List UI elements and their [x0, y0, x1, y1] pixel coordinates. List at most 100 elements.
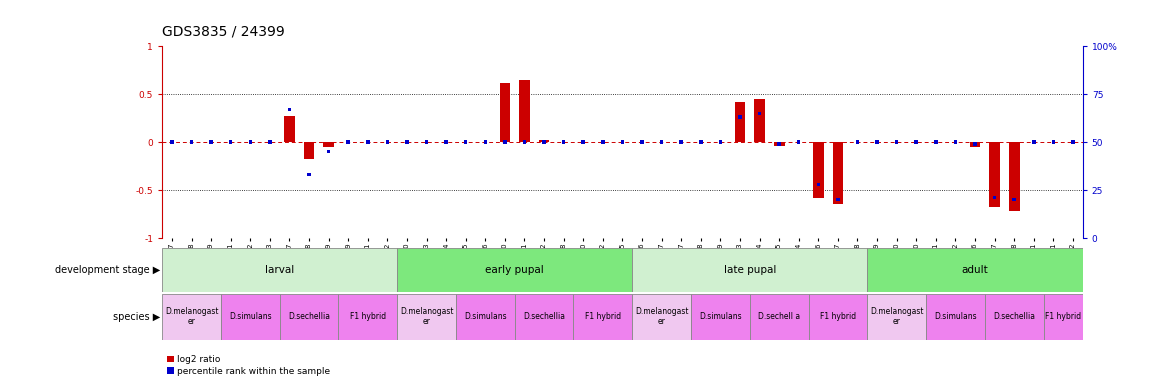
Bar [397, 248, 632, 292]
Bar [808, 294, 867, 340]
Bar [895, 141, 899, 144]
Bar [573, 294, 632, 340]
Bar [867, 248, 1083, 292]
Bar [935, 141, 938, 144]
Bar [519, 79, 530, 142]
Bar [915, 141, 918, 144]
Bar [875, 141, 879, 144]
Bar [425, 141, 428, 144]
Bar [1009, 142, 1019, 211]
Text: D.melanogast
er: D.melanogast er [164, 307, 218, 326]
Bar [1071, 141, 1075, 144]
Bar [269, 141, 272, 144]
Bar [926, 294, 984, 340]
Bar [338, 294, 397, 340]
Bar [867, 294, 926, 340]
Text: D.simulans: D.simulans [935, 312, 976, 321]
Bar [691, 294, 749, 340]
Bar [680, 141, 683, 144]
Bar [992, 196, 996, 199]
Bar [734, 102, 746, 142]
Bar [221, 294, 279, 340]
Bar [797, 141, 800, 144]
Text: D.sechellia: D.sechellia [288, 312, 330, 321]
Bar [640, 141, 644, 144]
Text: F1 hybrid: F1 hybrid [585, 312, 621, 321]
Bar [397, 294, 456, 340]
Text: D.simulans: D.simulans [464, 312, 507, 321]
Text: D.simulans: D.simulans [229, 312, 272, 321]
Bar [621, 141, 624, 144]
Bar [813, 142, 823, 198]
Text: larval: larval [265, 265, 294, 275]
Bar [973, 142, 976, 146]
Bar [284, 116, 295, 142]
Text: adult: adult [961, 265, 989, 275]
Text: D.melanogast
er: D.melanogast er [870, 307, 923, 326]
Bar [386, 141, 389, 144]
Bar [632, 248, 867, 292]
Bar [542, 141, 545, 144]
Bar [738, 116, 742, 119]
Bar [464, 141, 468, 144]
Text: D.sechellia: D.sechellia [994, 312, 1035, 321]
Text: D.simulans: D.simulans [699, 312, 741, 321]
Text: D.sechell a: D.sechell a [758, 312, 800, 321]
Bar [229, 141, 233, 144]
Bar [499, 83, 511, 142]
Bar [833, 142, 843, 204]
Bar [749, 294, 808, 340]
Bar [984, 294, 1043, 340]
Bar [346, 141, 350, 144]
Text: F1 hybrid: F1 hybrid [350, 312, 386, 321]
Bar [162, 248, 397, 292]
Bar [757, 112, 761, 115]
Bar [279, 294, 338, 340]
Bar [856, 141, 859, 144]
Bar [307, 173, 310, 176]
Bar [601, 141, 604, 144]
Bar [699, 141, 703, 144]
Bar [777, 142, 780, 146]
Bar [287, 108, 291, 111]
Bar [405, 141, 409, 144]
Bar [816, 183, 820, 186]
Bar [210, 141, 213, 144]
Text: D.melanogast
er: D.melanogast er [400, 307, 453, 326]
Bar [581, 141, 585, 144]
Bar [522, 141, 526, 144]
Bar [445, 141, 448, 144]
Bar [989, 142, 1001, 207]
Text: GDS3835 / 24399: GDS3835 / 24399 [162, 25, 285, 38]
Bar [456, 294, 514, 340]
Bar [1043, 294, 1083, 340]
Bar [954, 141, 958, 144]
Text: F1 hybrid: F1 hybrid [1045, 312, 1082, 321]
Text: development stage ▶: development stage ▶ [54, 265, 160, 275]
Bar [514, 294, 573, 340]
Bar [170, 141, 174, 144]
Bar [660, 141, 664, 144]
Bar [774, 142, 784, 146]
Bar [538, 140, 549, 142]
Bar [719, 141, 723, 144]
Bar [562, 141, 565, 144]
Text: D.melanogast
er: D.melanogast er [635, 307, 688, 326]
Legend: log2 ratio, percentile rank within the sample: log2 ratio, percentile rank within the s… [167, 355, 330, 376]
Bar [503, 141, 507, 144]
Text: early pupal: early pupal [485, 265, 544, 275]
Text: D.sechellia: D.sechellia [523, 312, 565, 321]
Bar [484, 141, 488, 144]
Bar [836, 198, 840, 201]
Bar [249, 141, 252, 144]
Bar [632, 294, 691, 340]
Bar [323, 142, 334, 147]
Bar [366, 141, 369, 144]
Bar [190, 141, 193, 144]
Bar [1051, 141, 1055, 144]
Bar [754, 99, 765, 142]
Bar [1032, 141, 1035, 144]
Bar [327, 150, 330, 153]
Bar [969, 142, 981, 147]
Bar [1012, 198, 1016, 201]
